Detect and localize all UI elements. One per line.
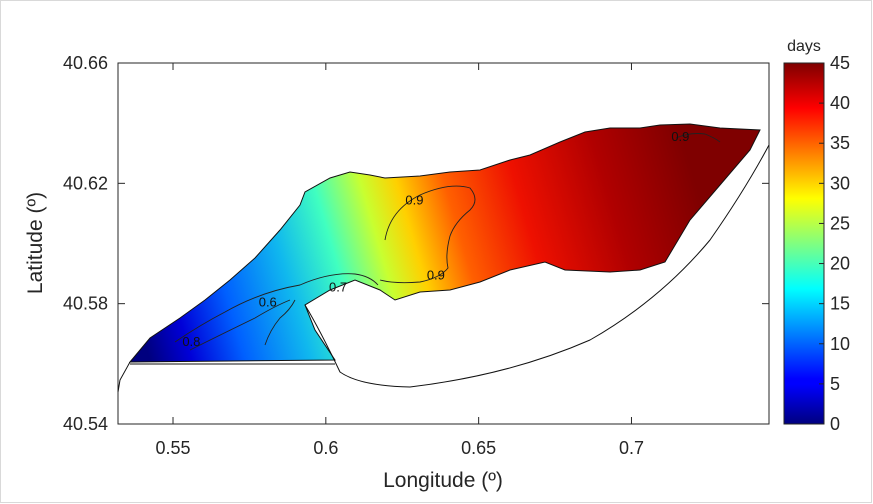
contour-line xyxy=(379,185,476,284)
contour-label: 0.7 xyxy=(329,280,347,295)
colorbar-tick-label: 0 xyxy=(830,414,840,434)
colorbar-tick-label: 10 xyxy=(830,334,850,354)
colorbar-tick-label: 15 xyxy=(830,294,850,314)
residence-time-field xyxy=(128,123,761,363)
land-boundary xyxy=(304,144,770,388)
colorbar-tick-label: 45 xyxy=(830,53,850,73)
colorbar-scale xyxy=(783,62,825,425)
contour-label: 0.8 xyxy=(182,334,200,349)
y-tick-label: 40.66 xyxy=(63,53,108,73)
x-axis-ticks: 0.55 0.6 0.65 0.7 xyxy=(155,63,644,458)
contour-label: 0.6 xyxy=(259,295,277,310)
y-axis-ticks: 40.54 40.58 40.62 40.66 xyxy=(63,53,769,434)
colorbar-tick-label: 20 xyxy=(830,254,850,274)
contour-label: 0.9 xyxy=(671,129,689,144)
x-tick-label: 0.65 xyxy=(461,438,496,458)
contour-line xyxy=(264,299,296,346)
x-axis-label: Longitude (º) xyxy=(383,469,503,492)
colorbar-tick-label: 25 xyxy=(830,213,850,233)
y-tick-label: 40.54 xyxy=(63,414,108,434)
colorbar-tick-label: 30 xyxy=(830,173,850,193)
contour-line xyxy=(174,273,379,343)
colorbar-title: days xyxy=(787,38,821,55)
contour-line xyxy=(675,133,721,143)
contour-line xyxy=(189,299,291,351)
land-boundary-west xyxy=(117,361,131,393)
x-tick-label: 0.6 xyxy=(313,438,338,458)
colorbar: days 0 5 10 15 20 25 30 35 40 45 xyxy=(783,38,850,434)
y-tick-label: 40.62 xyxy=(63,173,108,193)
colorbar-tick-label: 5 xyxy=(830,374,840,394)
contour-label: 0.9 xyxy=(405,192,423,207)
y-axis-label: Latitude (º) xyxy=(24,192,47,294)
y-tick-label: 40.58 xyxy=(63,294,108,314)
colorbar-tick-label: 40 xyxy=(830,93,850,113)
contour-label: 0.9 xyxy=(427,268,445,283)
x-tick-label: 0.55 xyxy=(155,438,190,458)
colorbar-ticks: 0 5 10 15 20 25 30 35 40 45 xyxy=(819,53,850,434)
colorbar-tick-label: 35 xyxy=(830,133,850,153)
plot-area xyxy=(117,62,770,425)
x-tick-label: 0.7 xyxy=(619,438,644,458)
contour-labels: 0.9 0.9 0.9 0.7 0.6 0.8 xyxy=(182,129,689,349)
